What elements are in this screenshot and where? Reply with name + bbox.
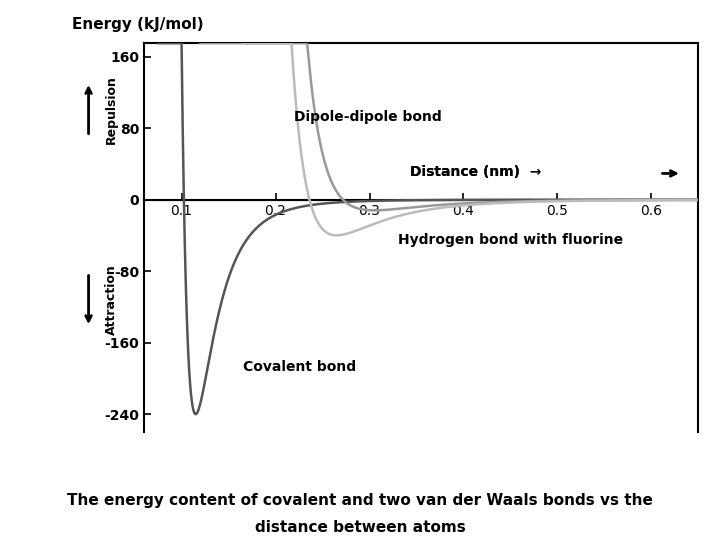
Text: Distance (nm)  →: Distance (nm) → [410,165,541,179]
Text: Hydrogen bond with fluorine: Hydrogen bond with fluorine [397,233,623,247]
Text: Repulsion: Repulsion [105,75,118,144]
Text: Covalent bond: Covalent bond [243,360,356,374]
Text: The energy content of covalent and two van der Waals bonds vs the: The energy content of covalent and two v… [67,492,653,508]
Text: Dipole-dipole bond: Dipole-dipole bond [294,110,442,124]
Text: Distance (nm): Distance (nm) [410,165,525,179]
Text: distance between atoms: distance between atoms [255,519,465,535]
Text: Energy (kJ/mol): Energy (kJ/mol) [72,17,204,31]
Text: Attraction: Attraction [105,265,118,335]
